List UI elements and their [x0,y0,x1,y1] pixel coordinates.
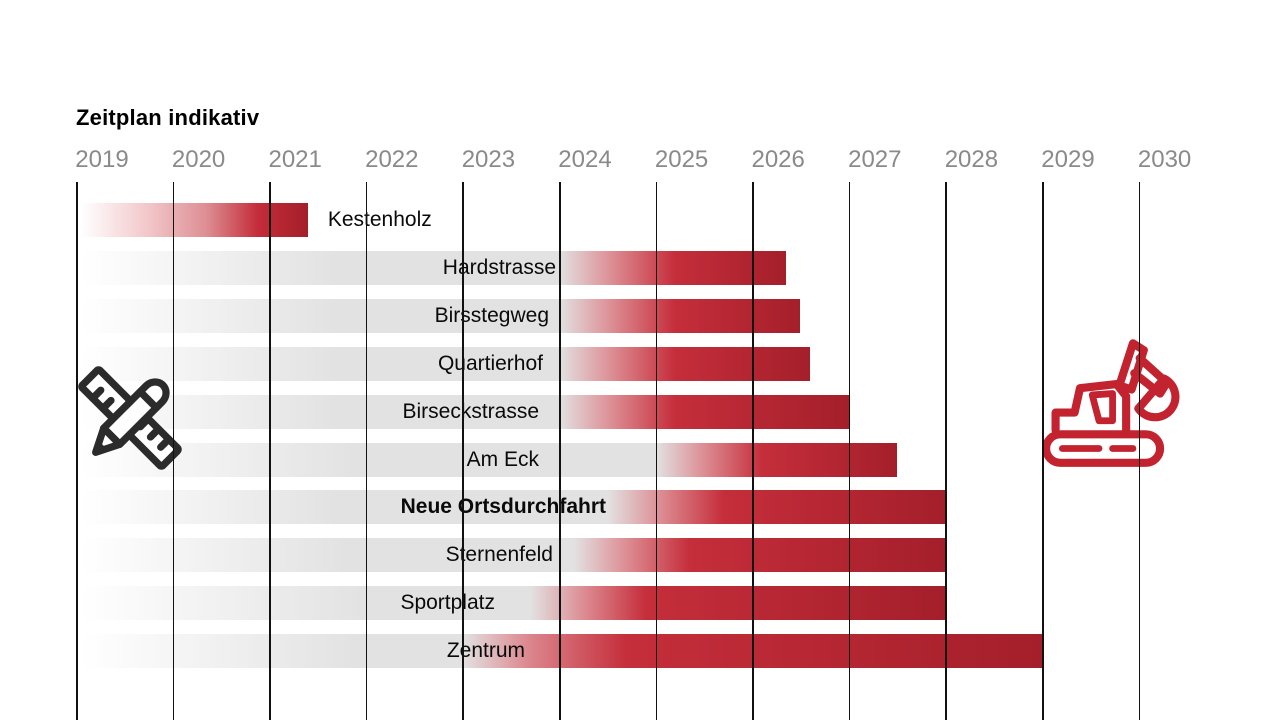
bar-label: Sportplatz [400,591,495,615]
gridline-2020 [172,182,175,720]
gantt-row-6: Neue Ortsdurchfahrt [0,490,1280,525]
pencil-ruler-icon [73,357,187,479]
gantt-row-3: Quartierhof [0,346,1280,381]
year-label-2021: 2021 [268,146,322,173]
bar-label: Kestenholz [327,208,432,231]
bar-label: Neue Ortsdurchfahrt [400,495,606,519]
gantt-bar [80,634,1042,669]
gantt-row-2: Birsstegweg [0,298,1280,333]
excavator-icon [1042,331,1194,467]
gantt-row-4: Birseckstrasse [0,394,1280,429]
gridline-2030 [1138,182,1141,720]
gantt-bar [80,250,786,285]
gantt-row-7: Sternenfeld [0,538,1280,573]
gridline-2021 [269,182,271,720]
gridline-2022 [365,182,368,720]
gridline-2024 [559,182,561,720]
gridline-2028 [945,182,947,720]
gantt-row-1: Hardstrasse [0,250,1280,285]
gantt-bar [80,346,811,381]
gantt-bar [80,394,849,429]
gantt-bar [80,442,898,477]
year-label-2019: 2019 [75,146,129,173]
bar-label: Sternenfeld [445,543,553,567]
gantt-bar [80,298,801,333]
year-label-2023: 2023 [461,146,516,173]
gridline-2019 [76,182,78,720]
bar-label: Birseckstrasse [402,399,539,423]
gantt-row-5: Am Eck [0,442,1280,477]
gantt-row-0: Kestenholz [0,203,1280,237]
gridline-2026 [752,182,754,720]
gantt-bar [80,203,308,237]
year-label-2022: 2022 [365,146,419,173]
gridline-2029 [1042,182,1044,720]
page-title: Zeitplan indikativ [76,105,260,130]
bar-label: Quartierhof [437,351,543,375]
year-label-2025: 2025 [654,146,709,173]
year-label-2024: 2024 [558,146,612,173]
gantt-bar [80,538,946,573]
gantt-bar [80,490,946,525]
year-label-2029: 2029 [1041,146,1095,173]
year-label-2026: 2026 [751,146,805,173]
gridline-2023 [462,182,464,720]
year-label-2020: 2020 [171,146,226,173]
gridline-2027 [848,182,851,720]
gantt-row-8: Sportplatz [0,586,1280,621]
gantt-row-9: Zentrum [0,634,1280,669]
bar-label: Zentrum [446,639,525,663]
bar-label: Birsstegweg [434,303,549,327]
bar-label: Hardstrasse [442,255,556,279]
bar-label: Am Eck [466,447,539,471]
gantt-bar [80,586,946,621]
gridline-2025 [655,182,658,720]
year-label-2028: 2028 [944,146,999,173]
year-label-2027: 2027 [848,146,902,173]
year-label-2030: 2030 [1137,146,1192,173]
